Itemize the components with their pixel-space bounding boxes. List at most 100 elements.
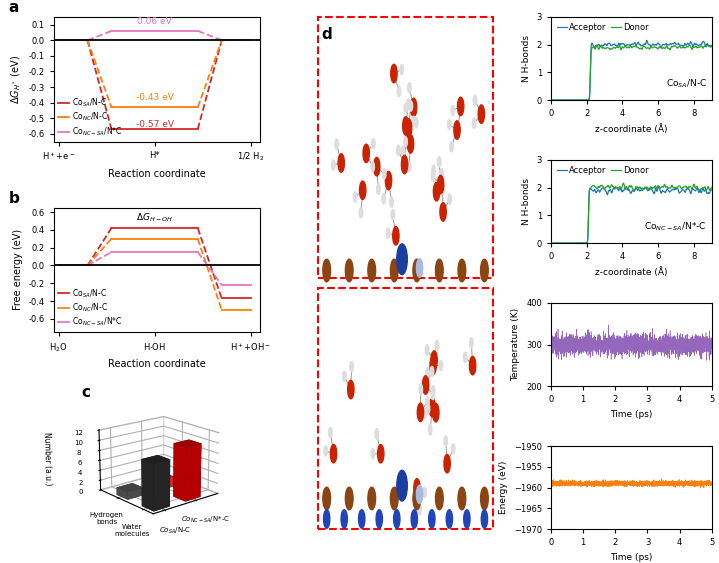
Circle shape — [423, 376, 429, 394]
Acceptor — [643, 37, 651, 44]
Y-axis label: Free energy (eV): Free energy (eV) — [13, 229, 23, 311]
Circle shape — [345, 487, 353, 510]
Circle shape — [451, 105, 454, 115]
Legend: Acceptor, Donor: Acceptor, Donor — [555, 21, 651, 33]
Circle shape — [371, 449, 375, 459]
Circle shape — [372, 138, 375, 149]
Circle shape — [431, 390, 434, 400]
X-axis label: Time (ps): Time (ps) — [610, 553, 653, 562]
Circle shape — [444, 454, 450, 473]
Legend: Acceptor, Donor: Acceptor, Donor — [555, 164, 651, 176]
Text: d: d — [321, 27, 332, 42]
Circle shape — [418, 504, 421, 515]
Circle shape — [426, 345, 429, 355]
Circle shape — [331, 444, 336, 463]
Acceptor — [588, 187, 597, 194]
Acceptor — [575, 240, 584, 247]
Donor — [575, 97, 584, 104]
X-axis label: Time (ps): Time (ps) — [610, 410, 653, 419]
Circle shape — [417, 403, 423, 422]
X-axis label: Reaction coordinate: Reaction coordinate — [108, 169, 206, 178]
Circle shape — [390, 259, 398, 282]
Circle shape — [354, 192, 357, 202]
Circle shape — [368, 259, 375, 282]
Circle shape — [415, 118, 418, 128]
Text: Co$_{NC-SA}$/N*-C: Co$_{NC-SA}$/N*-C — [644, 221, 707, 233]
Circle shape — [397, 244, 407, 275]
Acceptor — [641, 184, 650, 191]
Circle shape — [431, 172, 435, 182]
Circle shape — [433, 404, 439, 422]
Circle shape — [382, 194, 385, 204]
Circle shape — [429, 425, 432, 435]
Donor — [668, 182, 677, 189]
Circle shape — [329, 427, 332, 437]
Donor — [707, 43, 716, 50]
Circle shape — [481, 510, 487, 528]
Circle shape — [448, 194, 452, 204]
Line: Acceptor: Acceptor — [551, 41, 712, 100]
Circle shape — [323, 259, 331, 282]
Circle shape — [341, 510, 347, 528]
Circle shape — [411, 98, 417, 117]
Donor — [620, 181, 628, 188]
Donor — [668, 43, 677, 50]
Circle shape — [429, 510, 435, 528]
Circle shape — [404, 137, 408, 147]
Circle shape — [363, 144, 370, 163]
Circle shape — [434, 182, 440, 201]
Circle shape — [386, 228, 390, 238]
Circle shape — [444, 436, 447, 446]
Circle shape — [343, 371, 346, 381]
Circle shape — [414, 479, 420, 497]
Circle shape — [470, 356, 476, 375]
Circle shape — [360, 208, 362, 218]
Circle shape — [407, 162, 411, 172]
Acceptor — [641, 40, 650, 47]
Circle shape — [454, 121, 460, 139]
Acceptor — [546, 240, 555, 247]
Circle shape — [391, 209, 395, 220]
Circle shape — [368, 487, 375, 510]
Acceptor — [668, 40, 677, 47]
Circle shape — [375, 428, 378, 439]
Donor — [588, 44, 597, 51]
Text: 0.06 eV: 0.06 eV — [137, 17, 172, 26]
Donor — [654, 182, 663, 189]
Circle shape — [377, 445, 384, 463]
Donor — [642, 185, 651, 191]
Acceptor — [668, 186, 677, 193]
Acceptor — [654, 183, 663, 190]
Bar — [318, 288, 493, 529]
Circle shape — [456, 123, 459, 133]
Circle shape — [480, 487, 488, 510]
Circle shape — [390, 64, 397, 83]
Acceptor — [575, 97, 584, 104]
Text: $\Delta G_{H-OH}$: $\Delta G_{H-OH}$ — [136, 212, 173, 225]
Circle shape — [397, 145, 400, 155]
Acceptor — [620, 187, 628, 194]
Circle shape — [437, 175, 444, 194]
Circle shape — [393, 510, 400, 528]
Circle shape — [377, 184, 380, 194]
Circle shape — [406, 119, 412, 137]
Donor — [641, 44, 650, 51]
Circle shape — [331, 160, 335, 170]
Acceptor — [707, 186, 716, 193]
Circle shape — [359, 510, 365, 528]
Donor — [704, 42, 713, 48]
Circle shape — [371, 162, 375, 172]
Text: b: b — [9, 191, 19, 205]
Circle shape — [426, 397, 429, 407]
Circle shape — [436, 259, 443, 282]
Line: Acceptor: Acceptor — [551, 186, 712, 243]
Circle shape — [436, 487, 443, 510]
Circle shape — [472, 118, 476, 128]
Circle shape — [345, 259, 353, 282]
Acceptor — [654, 183, 663, 190]
Circle shape — [431, 386, 435, 396]
Circle shape — [437, 157, 441, 167]
X-axis label: z-coordinate (Å): z-coordinate (Å) — [595, 267, 668, 276]
Circle shape — [480, 259, 488, 282]
Circle shape — [452, 444, 455, 454]
